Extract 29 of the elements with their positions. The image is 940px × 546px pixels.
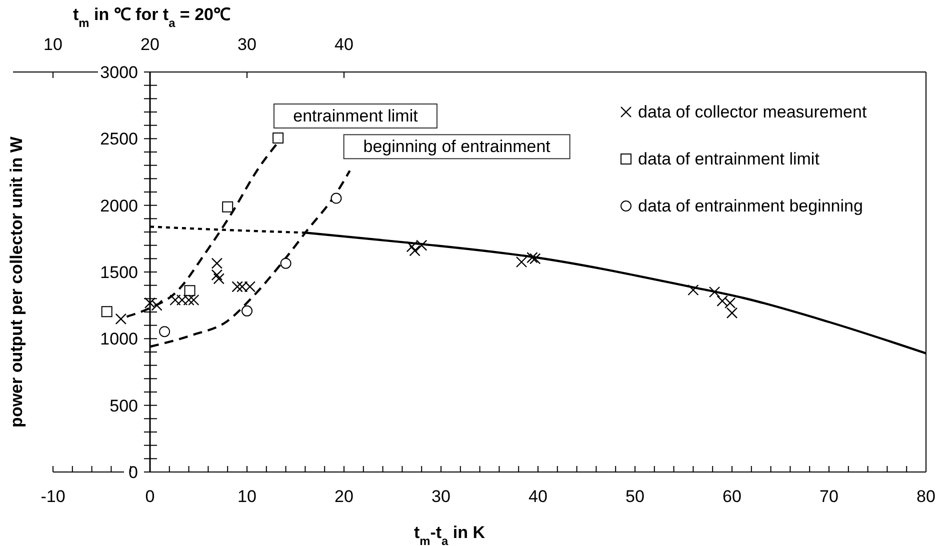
x-tick-label: 20	[334, 487, 354, 506]
y-tick-label: 1500	[100, 262, 138, 282]
x2-tick-label: 30	[238, 35, 256, 54]
x2-tick-label: 10	[44, 35, 62, 54]
x2-tick-label: 40	[334, 35, 354, 54]
x-tick-label: 50	[626, 487, 644, 506]
legend-label: data of entrainment limit	[638, 150, 820, 168]
x-tick-label: 40	[528, 487, 548, 506]
x-tick-label: -10	[40, 487, 66, 506]
x-tick-label: 0	[145, 487, 155, 506]
y-tick-label: 1000	[100, 330, 138, 349]
annotation: entrainment limit	[293, 106, 418, 126]
x-axis-title: t$_{m}$-t$_{a}$ in K	[414, 523, 486, 546]
x2-tick-label: 20	[140, 35, 160, 54]
y-tick-label: 0	[128, 462, 138, 482]
annotation: beginning of entrainment	[363, 137, 551, 156]
x-tick-label: 30	[432, 487, 450, 506]
y-tick-label: 2500	[100, 130, 138, 149]
legend-label: data of collector measurement	[638, 102, 867, 122]
y-tick-label: 500	[110, 396, 138, 416]
x-tick-label: 10	[238, 487, 256, 506]
y-tick-label: 2000	[100, 196, 138, 216]
y-axis-title: power output per collector unit in W	[7, 136, 26, 428]
x2-axis-title: t$_{m}$ in ℃ for t$_{a}$ = 20℃	[73, 5, 230, 30]
x-tick-label: 60	[722, 487, 742, 506]
x-tick-label: 80	[916, 487, 936, 506]
x-tick-label: 70	[820, 487, 838, 506]
y-tick-label: 3000	[100, 62, 138, 82]
legend-label: data of entrainment beginning	[638, 196, 863, 216]
